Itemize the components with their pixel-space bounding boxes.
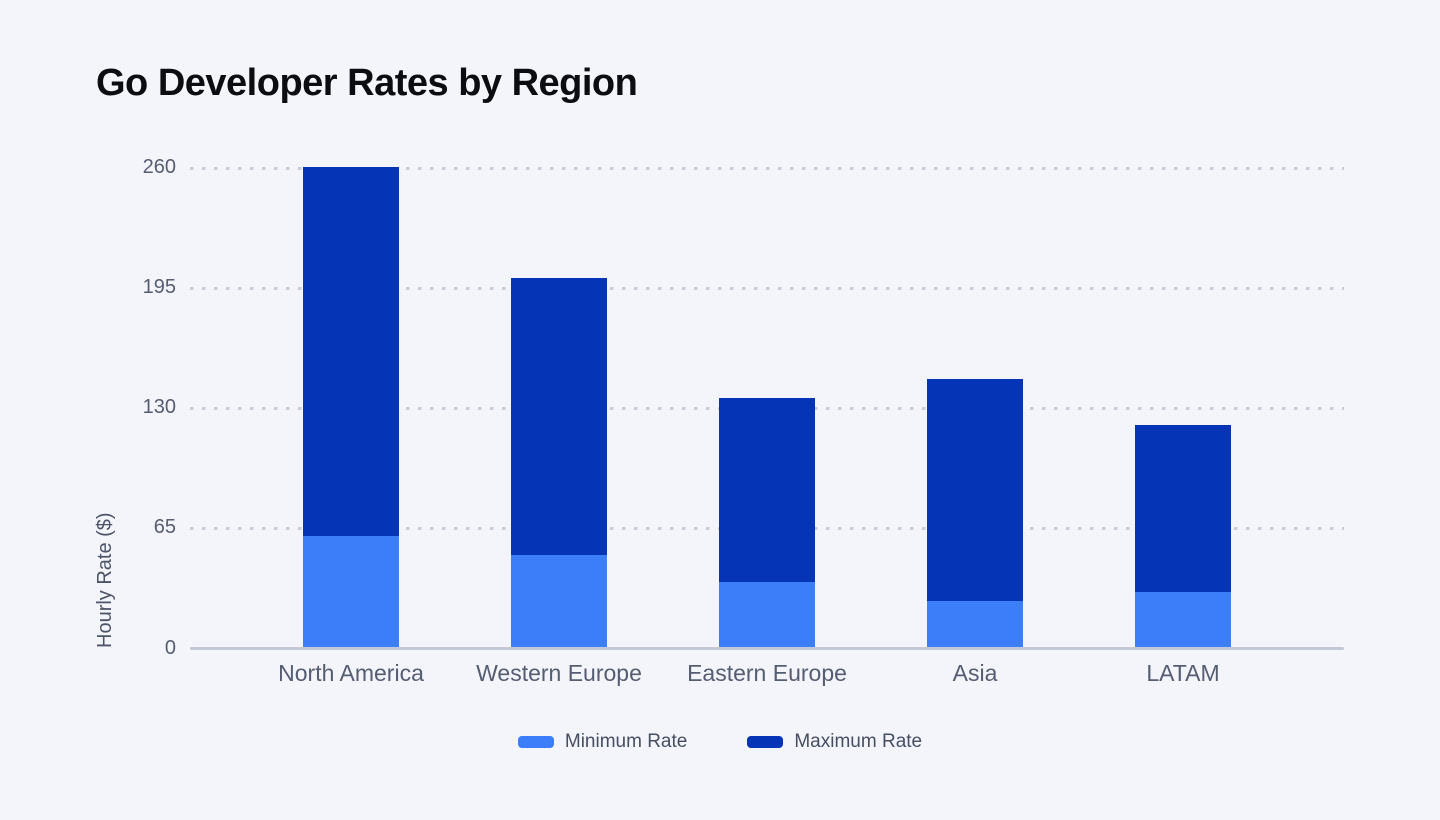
gridline-195 xyxy=(190,287,1344,290)
x-axis-label-western-europe: Western Europe xyxy=(476,660,642,686)
y-tick-label-260: 260 xyxy=(142,156,176,179)
max-rate-bar xyxy=(1135,425,1231,592)
x-axis-line xyxy=(190,647,1344,650)
bar-group-latam xyxy=(1135,425,1231,647)
legend-label: Minimum Rate xyxy=(564,731,688,752)
y-tick-label-195: 195 xyxy=(142,276,176,299)
legend-swatch xyxy=(517,736,554,748)
legend-item-minimum-rate: Minimum Rate xyxy=(517,731,688,753)
x-axis-label-latam: LATAM xyxy=(1146,660,1220,686)
min-rate-bar xyxy=(511,554,607,647)
max-rate-bar xyxy=(511,277,607,555)
max-rate-bar xyxy=(719,397,815,583)
min-rate-bar xyxy=(719,582,815,647)
min-rate-bar xyxy=(927,600,1023,647)
max-rate-bar xyxy=(303,167,399,537)
x-axis-label-asia: Asia xyxy=(952,660,998,686)
bar-group-western-europe xyxy=(511,277,607,647)
legend-label: Maximum Rate xyxy=(794,731,923,752)
y-tick-label-0: 0 xyxy=(164,637,176,660)
legend: Minimum Rate Maximum Rate xyxy=(0,731,1440,753)
chart-title: Go Developer Rates by Region xyxy=(96,62,638,104)
plot-area: Hourly Rate ($) 0 65 130 195 260 North Ameri… xyxy=(94,156,1344,686)
min-rate-bar xyxy=(1135,591,1231,647)
bar-group-eastern-europe xyxy=(719,397,815,647)
gridline-260 xyxy=(190,167,1344,170)
x-axis-label-north-america: North America xyxy=(278,660,424,686)
max-rate-bar xyxy=(927,379,1023,601)
legend-item-maximum-rate: Maximum Rate xyxy=(747,731,922,753)
bar-group-north-america xyxy=(303,167,399,647)
legend-swatch xyxy=(747,736,784,748)
min-rate-bar xyxy=(303,536,399,647)
x-axis-label-eastern-europe: Eastern Europe xyxy=(687,660,847,686)
y-tick-label-130: 130 xyxy=(142,396,176,419)
bar-group-asia xyxy=(927,379,1023,647)
y-axis-title: Hourly Rate ($) xyxy=(94,512,116,648)
y-tick-label-65: 65 xyxy=(153,516,176,539)
